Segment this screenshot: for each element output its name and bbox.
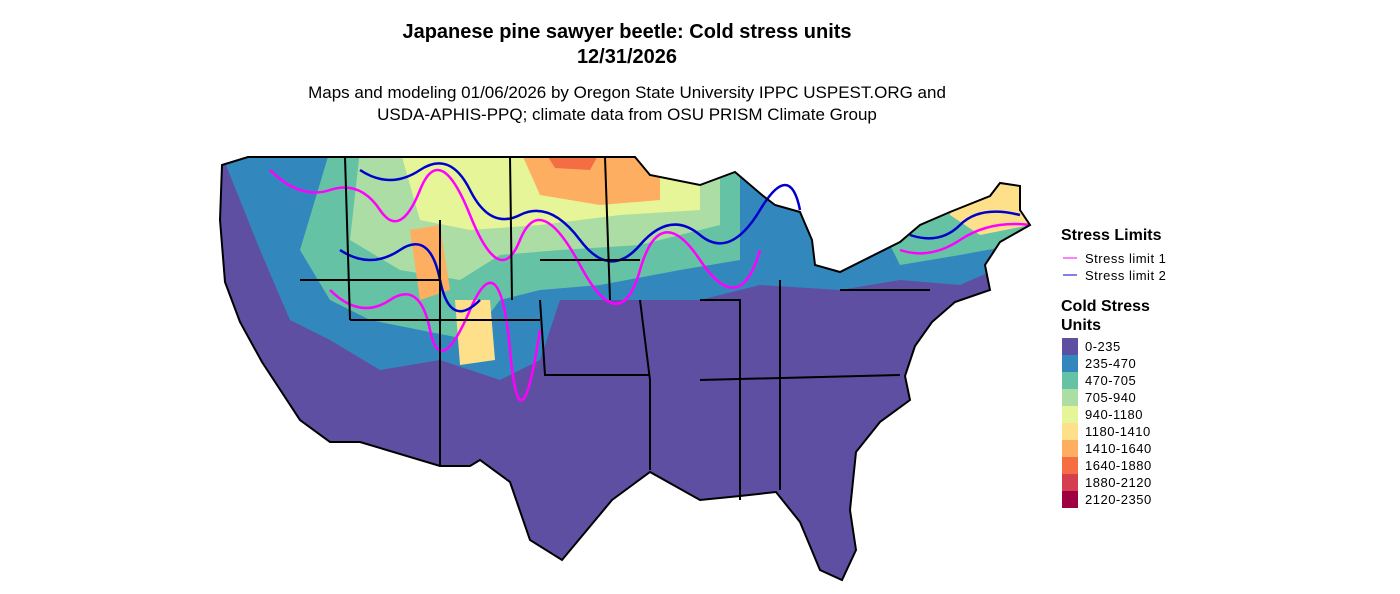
legend-label: 2120-2350: [1085, 492, 1152, 507]
legend-swatch: [1062, 440, 1078, 457]
legend-label: 235-470: [1085, 356, 1136, 371]
title-date: 12/31/2026: [577, 46, 677, 68]
legend-title: Units: [1061, 317, 1101, 334]
legend-title: Stress Limits: [1061, 227, 1162, 244]
legend-swatch: [1062, 355, 1078, 372]
state-borders: [219, 156, 1031, 581]
legend-label: Stress limit 2: [1085, 268, 1166, 283]
legend-label: 1640-1880: [1085, 458, 1152, 473]
legend-label: 705-940: [1085, 390, 1136, 405]
legend-swatch: [1062, 389, 1078, 406]
legend-label: 1880-2120: [1085, 475, 1152, 490]
legend-swatch: [1062, 474, 1078, 491]
stress-limit-lines: [269, 162, 1031, 402]
legend-swatch: [1062, 372, 1078, 389]
legend-label: 940-1180: [1085, 407, 1143, 422]
subtitle: Maps and modeling 01/06/2026 by Oregon S…: [308, 83, 946, 102]
legend-swatch: [1062, 338, 1078, 355]
legend-label: 470-705: [1085, 373, 1136, 388]
legend-swatch: [1062, 491, 1078, 508]
legend-label: 1410-1640: [1085, 441, 1152, 456]
legend-title: Cold Stress: [1061, 298, 1150, 315]
legend-swatch: [1062, 457, 1078, 474]
legend-swatch: [1062, 423, 1078, 440]
legend-label: 0-235: [1085, 339, 1121, 354]
map: [219, 156, 1031, 581]
legend-label: Stress limit 1: [1085, 251, 1166, 266]
legend-label: 1180-1410: [1085, 424, 1151, 439]
legend-swatch: [1062, 406, 1078, 423]
title: Japanese pine sawyer beetle: Cold stress…: [402, 21, 851, 43]
subtitle: USDA-APHIS-PPQ; climate data from OSU PR…: [377, 105, 877, 124]
